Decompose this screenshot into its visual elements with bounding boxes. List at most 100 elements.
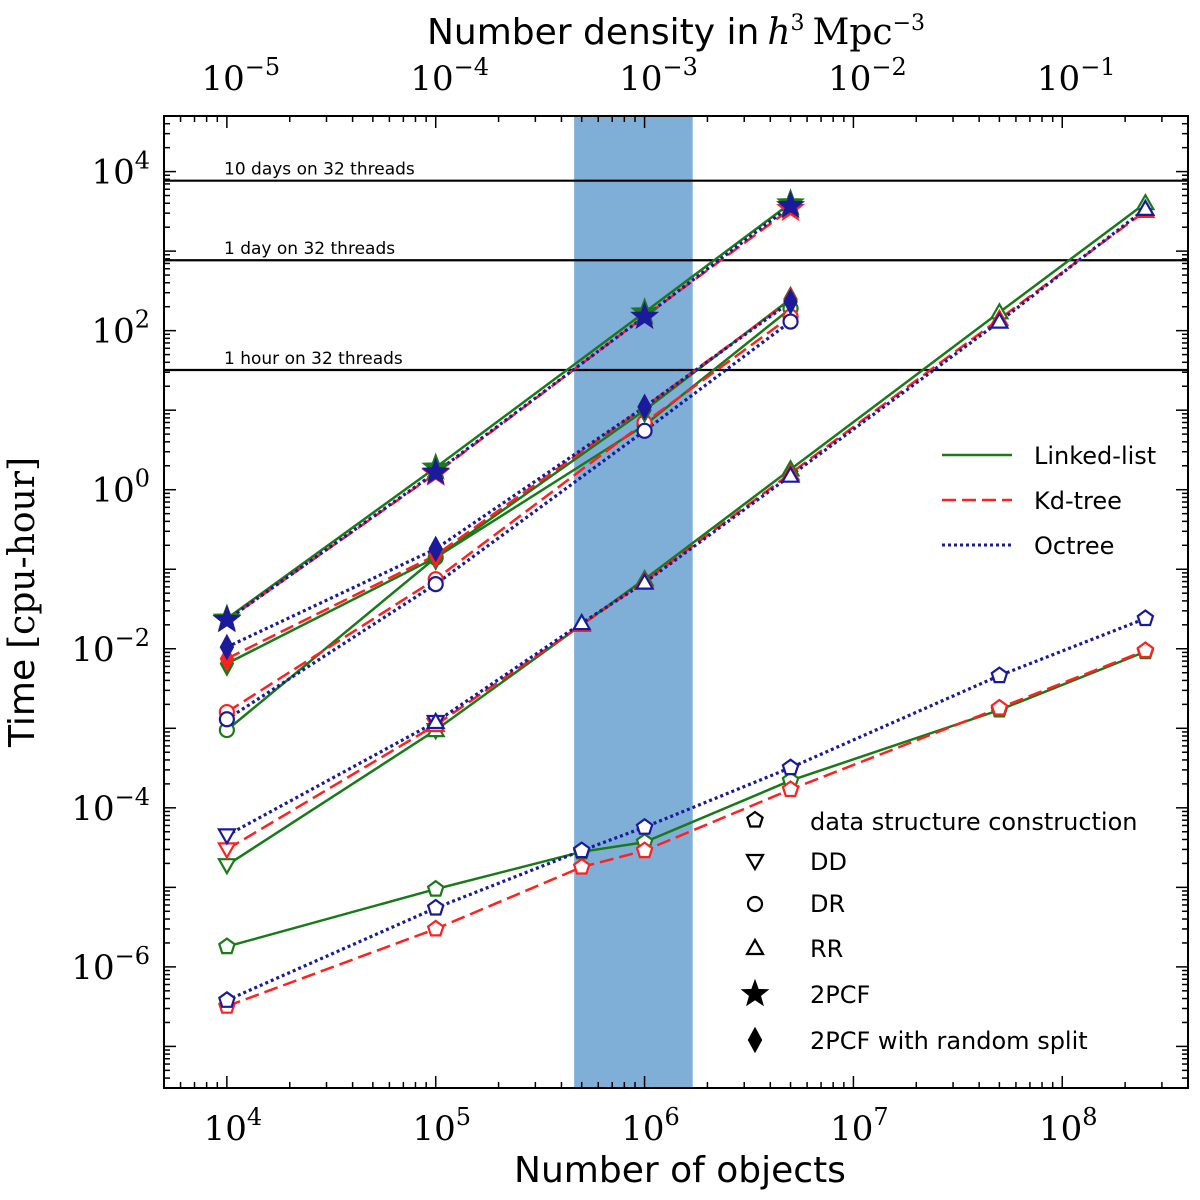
legend-marker-rr: [745, 937, 765, 956]
x-axis-title: Number of objects: [514, 1150, 846, 1191]
series-rr-octree-line: [434, 207, 1147, 724]
legend-marker-dr: [746, 895, 764, 913]
y-tick-label-1-exp: −4: [115, 783, 150, 811]
series-construction-octree-point-4: [781, 758, 800, 776]
legend-label-split: 2PCF with random split: [810, 1027, 1088, 1055]
y-tick-label-1-base: 10: [71, 789, 114, 829]
shaded-x-range: [574, 116, 693, 1088]
x-tick-label-3-base: 10: [830, 1109, 873, 1149]
series-construction-octree-point-2: [572, 841, 591, 859]
x-tick-label-4-exp: 8: [1082, 1103, 1097, 1131]
series-2pcf-octree-point-2: [630, 301, 660, 330]
top-tick-label-1-exp: −4: [454, 53, 489, 81]
y-tick-label-5: 104: [91, 147, 150, 193]
legend-label-kd-tree: Kd-tree: [1034, 487, 1122, 515]
x-tick-label-1-exp: 5: [456, 1103, 471, 1131]
series-split-kd-tree-line: [226, 299, 792, 660]
top-tick-label-4-exp: −1: [1080, 53, 1115, 81]
top-axis-title-mpc-exp: −3: [893, 11, 925, 36]
series-construction-kd-tree-point-6: [1136, 641, 1155, 659]
top-tick-label-3: 10−2: [828, 53, 907, 99]
x-tick-label-0-exp: 4: [247, 1103, 262, 1131]
axis-ticks: [163, 115, 1189, 1089]
top-tick-label-4: 10−1: [1037, 53, 1116, 99]
y-tick-label-2-exp: −2: [115, 624, 150, 652]
series-split-octree-point-1: [428, 535, 443, 563]
top-axis-title-h-exp: 3: [791, 11, 805, 36]
series-construction-octree-point-3: [635, 817, 654, 835]
series-dd-kd-tree-line: [226, 723, 437, 851]
series-rr-octree-point-2: [634, 572, 655, 590]
series-rr-octree-point-3: [780, 465, 801, 483]
series-dr-octree-point-1: [427, 576, 444, 593]
series-construction-octree-point-1: [426, 898, 445, 916]
shaded-region-group: [574, 116, 693, 1088]
top-tick-label-1-base: 10: [410, 59, 453, 99]
series-dr-linked-list-line: [226, 307, 792, 732]
legend-label-2pcf: 2PCF: [810, 981, 870, 1009]
legend-marker-2pcf: [740, 978, 770, 1007]
series-split-octree-point-3: [783, 288, 798, 316]
series-construction-linked-list-point-0: [218, 937, 236, 955]
y-tick-label-4-exp: 2: [135, 306, 150, 334]
series-dr-octree-point-0: [218, 711, 235, 728]
top-tick-label-4-base: 10: [1037, 59, 1080, 99]
top-tick-label-3-base: 10: [828, 59, 871, 99]
y-tick-label-2-base: 10: [71, 630, 114, 670]
top-tick-label-0: 10−5: [202, 53, 281, 99]
series-construction-linked-list-point-1: [426, 879, 445, 897]
y-tick-label-0-exp: −6: [115, 942, 150, 970]
series-dd-octree-line: [226, 720, 437, 837]
y-axis-title: Time [cpu-hour]: [2, 457, 43, 748]
y-tick-label-4-base: 10: [91, 312, 134, 352]
series-dr-octree-point-2: [636, 422, 653, 439]
top-tick-label-2-exp: −3: [663, 53, 698, 81]
top-tick-label-3-exp: −2: [871, 53, 906, 81]
x-tick-label-3: 107: [830, 1103, 889, 1149]
legend-label-dr: DR: [810, 890, 845, 918]
series-construction-kd-tree-point-5: [990, 698, 1009, 716]
x-tick-label-0-base: 10: [204, 1109, 247, 1149]
reference-line-label-2: 1 hour on 32 threads: [224, 349, 403, 369]
x-tick-label-2-base: 10: [621, 1109, 664, 1149]
y-tick-label-2: 10−2: [71, 624, 150, 670]
top-tick-label-0-exp: −5: [245, 53, 280, 81]
x-tick-label-1: 105: [412, 1103, 471, 1149]
series-rr-octree-point-1: [571, 612, 592, 631]
legend-label-linked-list: Linked-list: [1034, 442, 1156, 470]
x-tick-label-2-exp: 6: [665, 1103, 680, 1131]
y-tick-label-3-base: 10: [91, 471, 134, 511]
series-dr-octree-point-3: [782, 313, 799, 330]
legend-label-construction: data structure construction: [810, 808, 1137, 836]
x-tick-label-1-base: 10: [412, 1109, 455, 1149]
y-tick-label-5-base: 10: [91, 153, 134, 193]
legend-marker-split: [747, 1026, 763, 1054]
y-tick-label-5-exp: 4: [135, 147, 150, 175]
legend-label-dd: DD: [810, 848, 847, 876]
y-tick-label-1: 10−4: [71, 783, 150, 829]
marker-legend: data structure construction DD DR RR 2PC…: [810, 808, 1137, 1055]
series-construction-kd-tree-point-2: [572, 857, 591, 875]
series-dd-linked-list-line: [226, 729, 437, 867]
series-construction-kd-tree-point-3: [635, 841, 654, 859]
legend-marker-symbols: [740, 810, 770, 1054]
top-tick-label-0-base: 10: [202, 59, 245, 99]
series-construction-kd-tree-point-1: [426, 919, 445, 937]
top-tick-label-2: 10−3: [619, 53, 698, 99]
top-axis-title-mpc: Mpc: [813, 12, 893, 53]
series-dd-octree-point-0: [217, 828, 237, 846]
x-tick-label-4: 108: [1039, 1103, 1098, 1149]
series-split-octree-point-0: [219, 633, 235, 661]
series-construction-kd-tree-point-4: [781, 780, 800, 798]
reference-line-label-0: 10 days on 32 threads: [224, 160, 415, 180]
series-2pcf-octree-point-1: [421, 457, 451, 485]
series-split-linked-list-line: [226, 298, 792, 665]
y-axis-title-unit: [cpu-hour]: [2, 457, 43, 649]
series-2pcf-octree-point-3: [776, 190, 806, 219]
series-split-octree-line: [226, 300, 792, 649]
top-axis-title-text: Number density in: [427, 12, 759, 53]
series-rr-octree-point-4: [989, 311, 1010, 329]
series-2pcf-octree-line: [225, 204, 792, 622]
